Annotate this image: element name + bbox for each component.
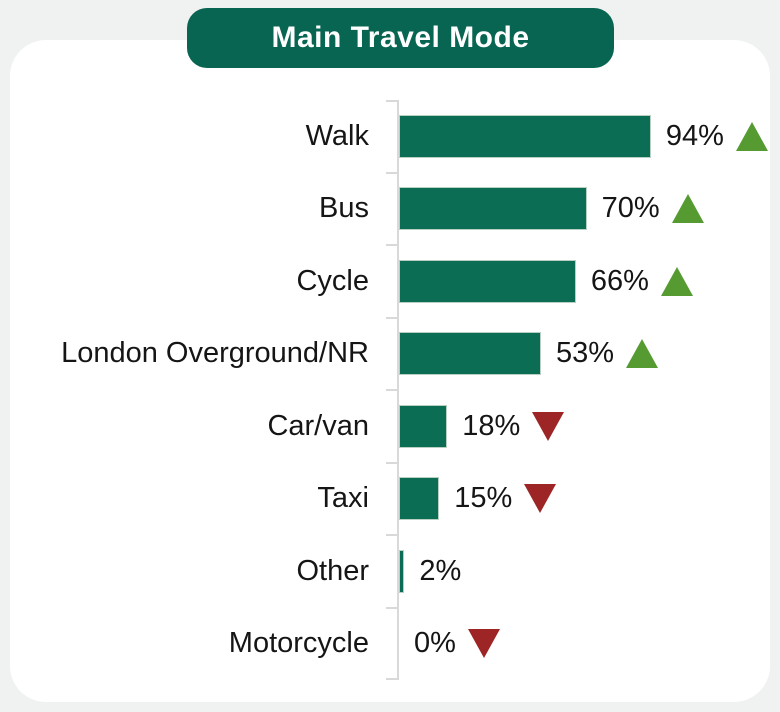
value-label: 0% — [414, 627, 456, 660]
axis-tick — [386, 100, 397, 102]
chart-row: Taxi 15% — [20, 463, 768, 536]
category-label: London Overground/NR — [61, 337, 369, 370]
bar-area: 66% — [385, 245, 768, 318]
bar-area: 0% — [385, 608, 768, 681]
value-label: 94% — [665, 119, 724, 152]
chart-row: Walk 94% — [20, 100, 768, 173]
bar — [399, 114, 651, 158]
chart-row: Motorcycle 0% — [20, 608, 768, 681]
bar-chart: Walk 94% Bus 70% Cycle 66% London Overground/N… — [20, 100, 768, 680]
bar — [399, 259, 576, 303]
value-label: 53% — [556, 337, 615, 370]
bar-area: 18% — [385, 390, 768, 463]
value-label: 18% — [462, 409, 521, 442]
value-label: 66% — [590, 264, 649, 297]
chart-row: Other 2% — [20, 535, 768, 608]
bar — [399, 332, 542, 376]
bar-area: 15% — [385, 463, 768, 536]
axis-tick — [386, 534, 397, 536]
chart-title: Main Travel Mode — [271, 21, 530, 54]
category-label: Walk — [305, 119, 369, 152]
category-label: Bus — [319, 192, 369, 225]
y-axis-line — [397, 100, 399, 680]
value-label: 70% — [601, 192, 660, 225]
axis-tick — [386, 678, 397, 680]
bar — [399, 549, 405, 593]
chart-row: London Overground/NR 53% — [20, 318, 768, 391]
bar-area: 94% — [385, 100, 768, 173]
axis-tick — [386, 316, 397, 319]
category-label: Motorcycle — [228, 627, 369, 660]
axis-tick — [386, 389, 397, 391]
trend-down-icon — [532, 411, 565, 441]
bar — [399, 187, 587, 231]
trend-up-icon — [735, 121, 768, 151]
category-label: Car/van — [267, 409, 369, 442]
value-label: 15% — [454, 482, 513, 515]
trend-up-icon — [671, 194, 704, 224]
axis-tick — [386, 244, 397, 246]
chart-row: Bus 70% — [20, 173, 768, 246]
axis-tick — [386, 171, 397, 174]
bar — [399, 477, 440, 521]
trend-up-icon — [660, 266, 693, 296]
category-label: Cycle — [296, 264, 369, 297]
trend-up-icon — [626, 339, 659, 369]
axis-tick — [386, 606, 397, 609]
category-label: Other — [296, 554, 369, 587]
bar-area: 53% — [385, 318, 768, 391]
trend-down-icon — [524, 484, 557, 514]
bar — [399, 404, 448, 448]
bar-area: 70% — [385, 173, 768, 246]
chart-title-badge: Main Travel Mode — [187, 8, 614, 68]
chart-row: Car/van 18% — [20, 390, 768, 463]
bar-area: 2% — [385, 535, 768, 608]
chart-rows: Walk 94% Bus 70% Cycle 66% London Overground/N… — [20, 100, 768, 680]
chart-row: Cycle 66% — [20, 245, 768, 318]
category-label: Taxi — [317, 482, 369, 515]
value-label: 2% — [419, 554, 462, 587]
axis-tick — [386, 461, 397, 464]
trend-down-icon — [467, 629, 500, 659]
